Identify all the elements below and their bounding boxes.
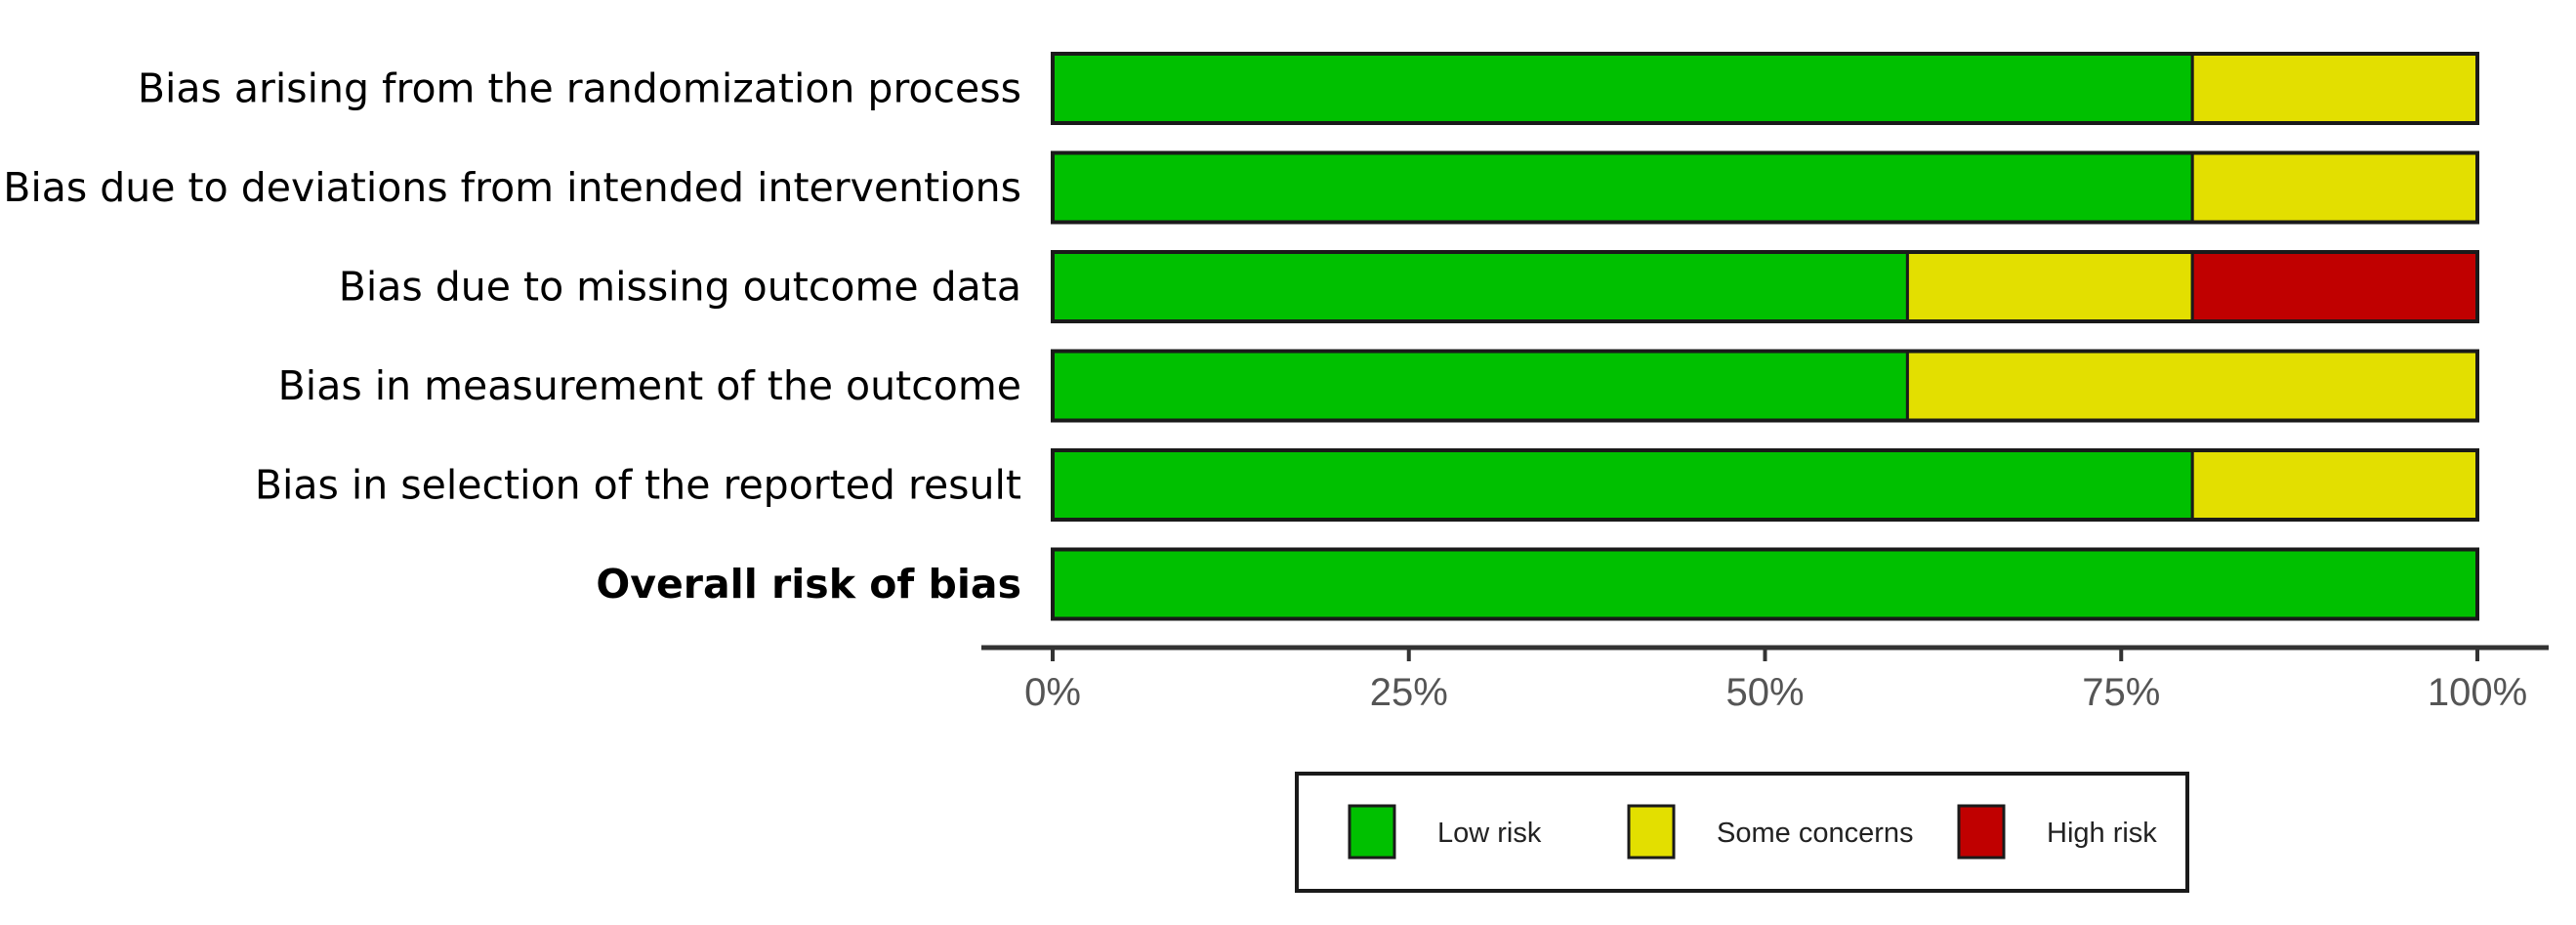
x-tick-label-50: 50% — [1725, 671, 1804, 714]
row-label-bias-due-to-deviations-from-intended-interventions: Bias due to deviations from intended int… — [3, 164, 1021, 211]
x-tick-label-0: 0% — [1024, 671, 1081, 714]
bar-outline-bias-in-measurement-of-the-outcome — [1051, 349, 2479, 423]
bar-segment-some-concerns-bias-in-measurement-of-the-outcome — [1905, 350, 2479, 422]
bar-segment-some-concerns-bias-in-selection-of-the-reported-result — [2190, 448, 2479, 522]
bar-outline-bias-arising-from-the-randomization-process — [1051, 52, 2479, 125]
legend-swatch-high-risk — [1957, 804, 2006, 860]
x-tick-label-75: 75% — [2082, 671, 2160, 714]
row-label-overall-risk-of-bias: Overall risk of bias — [596, 561, 1021, 608]
bar-segment-low-risk-bias-in-selection-of-the-reported-result — [1051, 448, 2194, 522]
bar-segment-low-risk-bias-due-to-missing-outcome-data — [1051, 250, 1909, 323]
x-axis: 0% 25% 50% 75% 100% — [981, 645, 2549, 714]
legend-label-low-risk: Low risk — [1437, 818, 1542, 849]
bars — [1051, 52, 2479, 621]
bar-outline-bias-due-to-missing-outcome-data — [1051, 250, 2479, 323]
bar-segment-low-risk-overall-risk-of-bias — [1051, 548, 2479, 620]
bar-segment-some-concerns-bias-arising-from-the-randomization-process — [2190, 52, 2479, 125]
bar-segment-high-risk-bias-due-to-missing-outcome-data — [2190, 250, 2479, 323]
legend-swatch-some-concerns — [1627, 804, 1676, 860]
row-label-bias-due-to-missing-outcome-data: Bias due to missing outcome data — [339, 264, 1021, 311]
bar-outline-bias-due-to-deviations-from-intended-interventions — [1051, 150, 2479, 225]
row-labels: Bias arising from the randomization proc… — [3, 65, 1021, 609]
bar-segment-low-risk-bias-in-measurement-of-the-outcome — [1051, 350, 1909, 422]
bar-segment-low-risk-bias-due-to-deviations-from-intended-interventions — [1051, 151, 2194, 224]
legend-box — [1295, 772, 2189, 893]
legend-label-high-risk: High risk — [2047, 818, 2157, 849]
x-tick-label-100: 100% — [2428, 671, 2527, 714]
row-label-bias-in-selection-of-the-reported-result: Bias in selection of the reported result — [255, 462, 1021, 509]
legend-swatch-low-risk — [1348, 804, 1396, 860]
bar-outline-overall-risk-of-bias — [1051, 547, 2479, 621]
x-tick-label-25: 25% — [1370, 671, 1448, 714]
legend: Low risk Some concerns High risk — [1295, 772, 2189, 893]
bar-segment-some-concerns-bias-due-to-deviations-from-intended-interventions — [2190, 151, 2479, 224]
bar-outline-bias-in-selection-of-the-reported-result — [1051, 448, 2479, 522]
bar-segment-low-risk-bias-arising-from-the-randomization-process — [1051, 52, 2194, 125]
legend-label-some-concerns: Some concerns — [1717, 818, 1914, 849]
bar-segment-some-concerns-bias-due-to-missing-outcome-data — [1905, 250, 2194, 323]
row-label-bias-arising-from-the-randomization-process: Bias arising from the randomization proc… — [138, 65, 1021, 112]
row-label-bias-in-measurement-of-the-outcome: Bias in measurement of the outcome — [278, 362, 1021, 409]
